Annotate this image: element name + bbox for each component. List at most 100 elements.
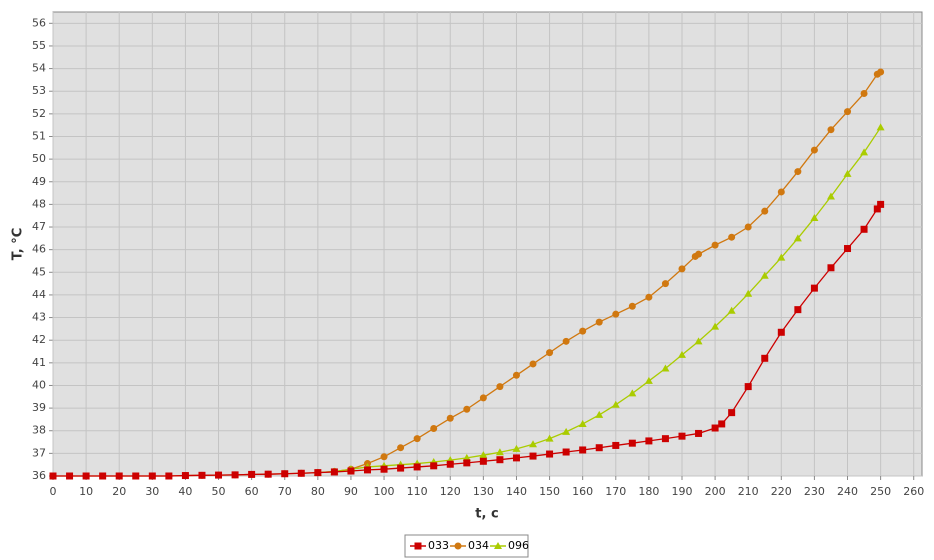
y-tick-label: 37 bbox=[32, 446, 46, 459]
data-point bbox=[794, 306, 802, 314]
data-point bbox=[761, 354, 769, 362]
data-point bbox=[678, 432, 686, 440]
y-tick-label: 47 bbox=[32, 220, 46, 233]
y-axis-title: T, °C bbox=[11, 228, 26, 261]
data-point bbox=[793, 234, 802, 242]
x-tick-label: 50 bbox=[212, 485, 226, 498]
x-tick-label: 130 bbox=[473, 485, 494, 498]
x-tick-label: 100 bbox=[374, 485, 395, 498]
data-point bbox=[215, 471, 223, 479]
y-tick-label: 50 bbox=[32, 152, 46, 165]
data-point bbox=[380, 465, 388, 473]
data-point bbox=[165, 472, 173, 480]
data-point bbox=[579, 446, 587, 454]
data-point bbox=[82, 472, 90, 480]
x-tick-label: 10 bbox=[79, 485, 93, 498]
data-point bbox=[827, 264, 835, 272]
x-tick-label: 260 bbox=[903, 485, 924, 498]
legend-marker bbox=[414, 542, 422, 550]
data-point bbox=[380, 453, 388, 461]
data-point bbox=[512, 371, 520, 379]
data-point bbox=[496, 456, 504, 464]
x-tick-label: 180 bbox=[638, 485, 659, 498]
plot-area bbox=[52, 11, 923, 477]
data-point bbox=[495, 448, 504, 456]
data-point bbox=[330, 468, 338, 476]
data-point bbox=[860, 148, 869, 156]
x-tick-label: 60 bbox=[245, 485, 259, 498]
data-point bbox=[728, 233, 736, 241]
data-point bbox=[463, 405, 471, 413]
data-point bbox=[248, 470, 256, 478]
data-point bbox=[181, 472, 189, 480]
x-axis-title: t, c bbox=[475, 507, 498, 522]
y-tick-label: 55 bbox=[32, 39, 46, 52]
data-point bbox=[66, 472, 74, 480]
data-point bbox=[677, 350, 686, 358]
x-tick-label: 160 bbox=[572, 485, 593, 498]
data-point bbox=[777, 253, 786, 261]
data-point bbox=[264, 470, 272, 478]
data-point bbox=[579, 327, 587, 335]
data-point bbox=[777, 188, 785, 196]
data-point bbox=[546, 349, 554, 357]
data-point bbox=[99, 472, 107, 480]
x-tick-label: 90 bbox=[344, 485, 358, 498]
data-point bbox=[694, 337, 703, 345]
data-point bbox=[628, 439, 636, 447]
data-point bbox=[727, 306, 736, 314]
data-point bbox=[761, 207, 769, 215]
y-tick-label: 38 bbox=[32, 424, 46, 437]
data-point bbox=[612, 310, 620, 318]
data-point bbox=[529, 360, 537, 368]
x-tick-label: 110 bbox=[407, 485, 428, 498]
data-point bbox=[844, 245, 852, 253]
x-tick-label: 230 bbox=[804, 485, 825, 498]
x-tick-label: 220 bbox=[771, 485, 792, 498]
data-point bbox=[479, 451, 488, 459]
data-point bbox=[529, 452, 537, 460]
data-point bbox=[115, 472, 123, 480]
data-point bbox=[612, 441, 620, 449]
x-tick-label: 200 bbox=[705, 485, 726, 498]
y-tick-label: 44 bbox=[32, 288, 46, 301]
y-tick-label: 42 bbox=[32, 333, 46, 346]
data-point bbox=[728, 409, 736, 417]
y-tick-label: 36 bbox=[32, 469, 46, 482]
x-tick-label: 140 bbox=[506, 485, 527, 498]
data-point bbox=[413, 463, 421, 471]
data-point bbox=[413, 435, 421, 443]
data-point bbox=[760, 271, 769, 279]
data-point bbox=[661, 280, 669, 288]
data-point bbox=[479, 457, 487, 465]
data-point bbox=[810, 284, 818, 292]
data-point bbox=[794, 168, 802, 176]
data-point bbox=[827, 126, 835, 134]
y-tick-label: 40 bbox=[32, 378, 46, 391]
data-point bbox=[711, 424, 719, 432]
y-tick-label: 49 bbox=[32, 175, 46, 188]
data-point bbox=[49, 472, 57, 480]
x-tick-label: 80 bbox=[311, 485, 325, 498]
y-tick-label: 48 bbox=[32, 197, 46, 210]
y-tick-label: 56 bbox=[32, 16, 46, 29]
data-point bbox=[231, 471, 239, 479]
data-point bbox=[446, 460, 454, 468]
data-point bbox=[363, 466, 371, 474]
data-point bbox=[479, 394, 487, 402]
data-point bbox=[397, 464, 405, 472]
x-tick-label: 170 bbox=[605, 485, 626, 498]
data-point bbox=[744, 289, 753, 297]
data-point bbox=[860, 225, 868, 233]
data-point bbox=[718, 420, 726, 428]
y-tick-label: 46 bbox=[32, 243, 46, 256]
data-point bbox=[562, 337, 570, 345]
data-point bbox=[529, 440, 538, 448]
data-point bbox=[744, 223, 752, 231]
data-point bbox=[562, 427, 571, 435]
data-point bbox=[877, 68, 885, 76]
data-point bbox=[595, 318, 603, 326]
data-point bbox=[661, 435, 669, 443]
data-point bbox=[661, 364, 670, 372]
